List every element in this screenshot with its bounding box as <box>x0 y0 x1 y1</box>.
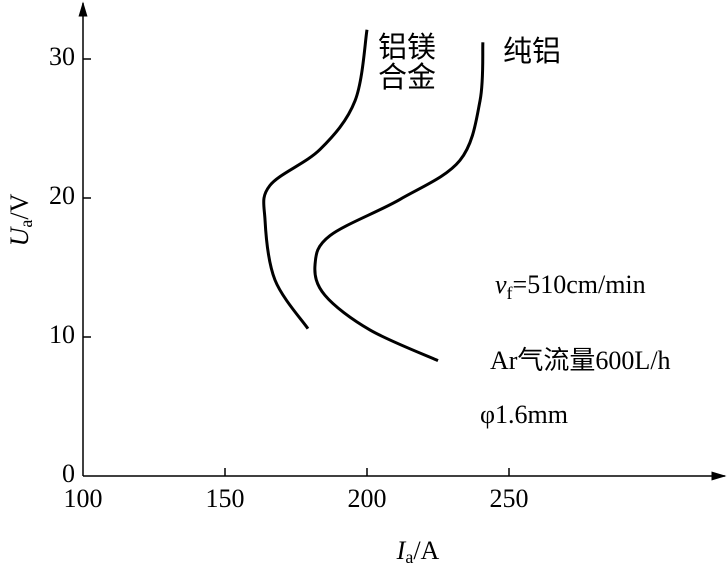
series-label: 纯铝 <box>503 36 562 68</box>
y-tick-label: 0 <box>62 459 75 488</box>
series-label: 铝镁合金 <box>378 32 437 94</box>
annotation: Ar气流量600L/h <box>490 346 671 375</box>
y-tick-label: 20 <box>49 181 75 210</box>
annotation: vf=510cm/min <box>495 270 646 304</box>
x-tick-label: 150 <box>206 484 245 513</box>
x-tick-label: 100 <box>64 484 103 513</box>
y-tick-label: 10 <box>49 320 75 349</box>
annotation: φ1.6mm <box>480 400 568 429</box>
x-axis-label: Ia/A <box>396 536 440 567</box>
y-tick-label: 30 <box>49 42 75 71</box>
line <box>313 42 485 362</box>
x-tick-label: 200 <box>348 484 387 513</box>
x-tick-label: 250 <box>490 484 529 513</box>
line <box>262 29 369 330</box>
y-axis-label: Ua/V <box>5 193 36 246</box>
